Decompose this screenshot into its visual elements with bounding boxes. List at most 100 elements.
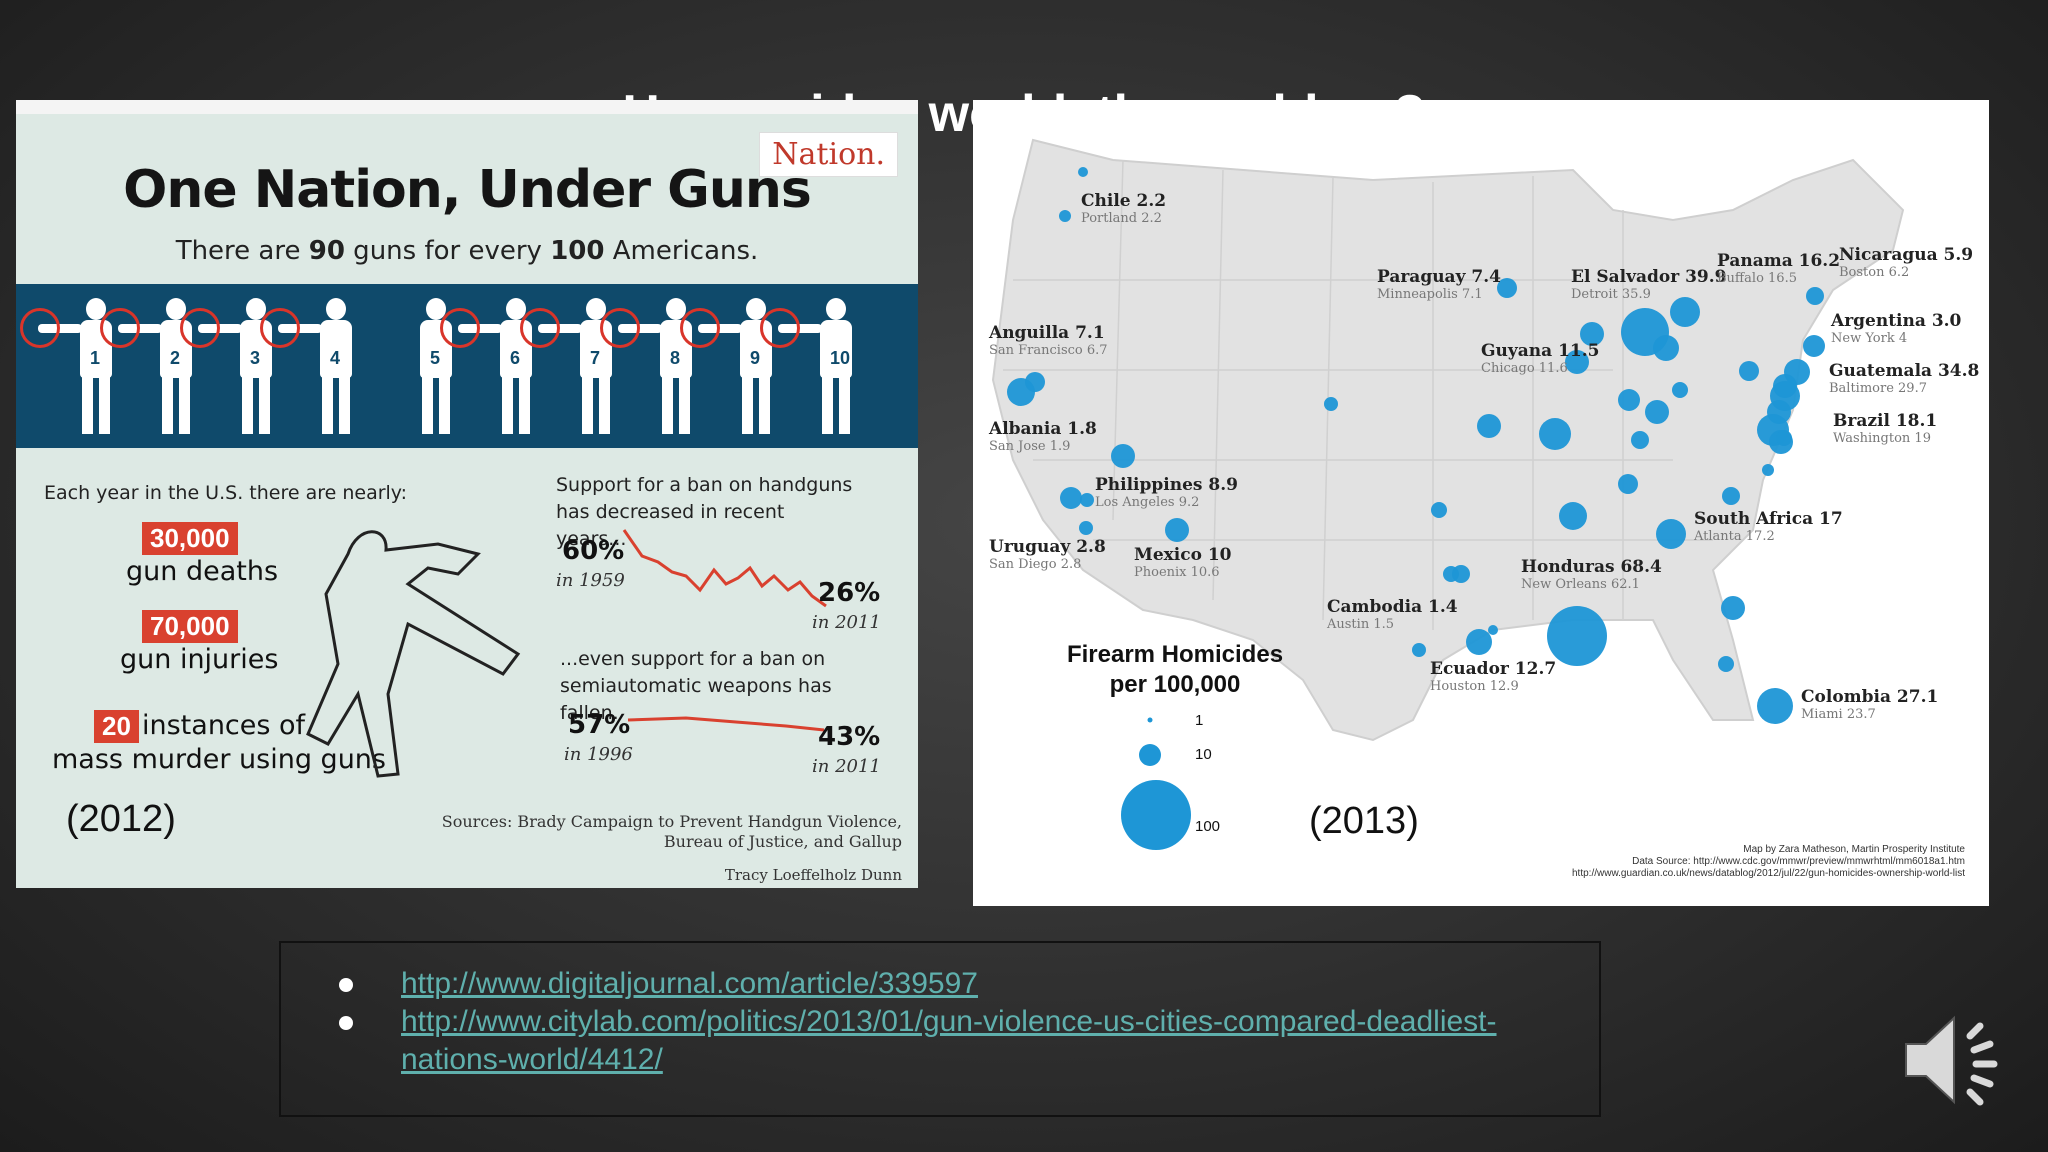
city-bubble [1670,297,1700,327]
infographic-sources: Sources: Brady Campaign to Prevent Handg… [441,812,902,851]
gun-circle-icon [520,308,560,348]
nation-logo: Nation. [759,132,898,177]
city-bubble [1672,382,1688,398]
city-bubble [1739,361,1759,381]
person-figure-4: 4 [260,298,366,438]
city-bubble [1806,287,1824,305]
map-label: Anguilla 7.1 San Francisco 6.7 [989,323,1108,358]
city-bubble [1721,596,1745,620]
semi-start-pct: 57% [568,710,631,740]
city-bubble [1078,167,1088,177]
map-label: Colombia 27.1 Miami 23.7 [1801,687,1939,722]
city-bubble [1080,493,1094,507]
legend-bubble-1 [1147,717,1153,723]
person-figure-10: 10 [760,298,866,438]
mass-murder-text: mass murder using guns [52,744,386,775]
stat-gun-injuries-label: gun injuries [120,644,279,675]
city-bubble [1580,322,1604,346]
stat-mass-murder-value: 20 [94,710,139,743]
legend-value-10: 10 [1195,746,1212,763]
semi-support-text: ...even support for a ban on semiautomat… [560,648,832,724]
link-digitaljournal[interactable]: http://www.digitaljournal.com/article/33… [401,967,978,1000]
city-bubble [1547,606,1607,666]
map-label: Guyana 11.5 Chicago 11.6 [1481,341,1600,376]
city-bubble [1722,487,1740,505]
gun-circle-icon [760,308,800,348]
map-legend-title: Firearm Homicides per 100,000 [1066,641,1284,698]
handgun-support-text: Support for a ban on handguns has decrea… [556,474,853,550]
handgun-end-year: in 2011 [812,612,881,633]
semi-trend-line [627,716,825,732]
stat-gun-injuries-value: 70,000 [142,610,238,643]
infographic-image: Nation. One Nation, Under Guns There are… [16,100,918,888]
stat-gun-deaths-label: gun deaths [126,556,279,587]
city-bubble [1488,625,1498,635]
figures-band: 1 2 3 4 5 6 7 8 9 10 [16,284,918,448]
legend-bubble-10 [1139,744,1161,766]
gun-circle-icon [180,308,220,348]
infographic-credit: Tracy Loeffelholz Dunn [724,866,902,884]
city-bubble [1631,431,1649,449]
link-item: http://www.digitaljournal.com/article/33… [339,965,1551,1003]
map-label: Argentina 3.0 New York 4 [1831,311,1962,346]
link-citylab[interactable]: http://www.citylab.com/politics/2013/01/… [401,1005,1497,1076]
semi-start-year: in 1996 [564,744,633,765]
map-label: Honduras 68.4 New Orleans 62.1 [1521,557,1662,592]
legend-value-100: 100 [1195,818,1221,835]
gun-circle-icon [100,308,140,348]
speaker-icon[interactable] [1900,1010,2010,1110]
person-figure-1: 1 [20,298,126,438]
map-label: Nicaragua 5.9 Boston 6.2 [1839,245,1974,280]
city-bubble [1477,414,1501,438]
city-bubble [1539,418,1571,450]
city-bubble [1757,688,1793,724]
map-label: Philippines 8.9 Los Angeles 9.2 [1095,475,1238,510]
city-bubble [1559,502,1587,530]
bullet-icon [339,978,353,992]
handgun-start-pct: 60% [562,536,625,566]
links-box: http://www.digitaljournal.com/article/33… [279,941,1601,1117]
gun-circle-icon [440,308,480,348]
map-year-label: (2013) [1309,800,1419,842]
map-label: Panama 16.2 Buffalo 16.5 [1717,251,1841,286]
infographic-title: One Nation, Under Guns [123,160,812,220]
city-bubble [1079,521,1093,535]
stat-mass-murder-label: instances of [142,710,306,741]
city-bubble [1412,643,1426,657]
map-label: Mexico 10 Phoenix 10.6 [1134,545,1232,580]
handgun-end-pct: 26% [818,578,881,608]
city-bubble [1803,335,1825,357]
semi-end-pct: 43% [818,722,881,752]
city-bubble [1497,278,1517,298]
infographic-year-label: (2012) [66,798,176,840]
chalk-outline-icon [306,530,521,778]
person-figure-5: 5 [406,298,466,438]
handgun-start-year: in 1959 [556,570,625,591]
city-bubble [1431,502,1447,518]
gun-circle-icon [260,308,300,348]
homicide-map-image: Firearm Homicides per 100,000 1 10 100 C… [973,100,1989,906]
city-bubble [1718,656,1734,672]
city-bubble [1565,350,1589,374]
city-bubble [1645,400,1669,424]
city-bubble [1111,444,1135,468]
us-map-svg [991,138,1905,850]
legend-bubble-100 [1121,780,1191,850]
city-bubble [1656,519,1686,549]
handgun-trend-line [622,529,827,608]
city-bubble [1060,487,1082,509]
map-credit: Map by Zara Matheson, Martin Prosperity … [1572,844,1965,879]
map-label: Brazil 18.1 Washington 19 [1833,411,1938,446]
gun-circle-icon [20,308,60,348]
map-label: Paraguay 7.4 Minneapolis 7.1 [1377,267,1501,302]
city-bubble [1466,629,1492,655]
city-bubble [1025,372,1045,392]
each-year-text: Each year in the U.S. there are nearly: [44,482,408,504]
map-label: Ecuador 12.7 Houston 12.9 [1430,659,1557,694]
person-figure-6: 6 [440,298,546,438]
bullet-icon [339,1016,353,1030]
map-label: Chile 2.2 Portland 2.2 [1081,191,1167,226]
city-bubble [1618,474,1638,494]
map-label: Uruguay 2.8 San Diego 2.8 [989,537,1106,572]
link-item: http://www.citylab.com/politics/2013/01/… [339,1003,1551,1079]
